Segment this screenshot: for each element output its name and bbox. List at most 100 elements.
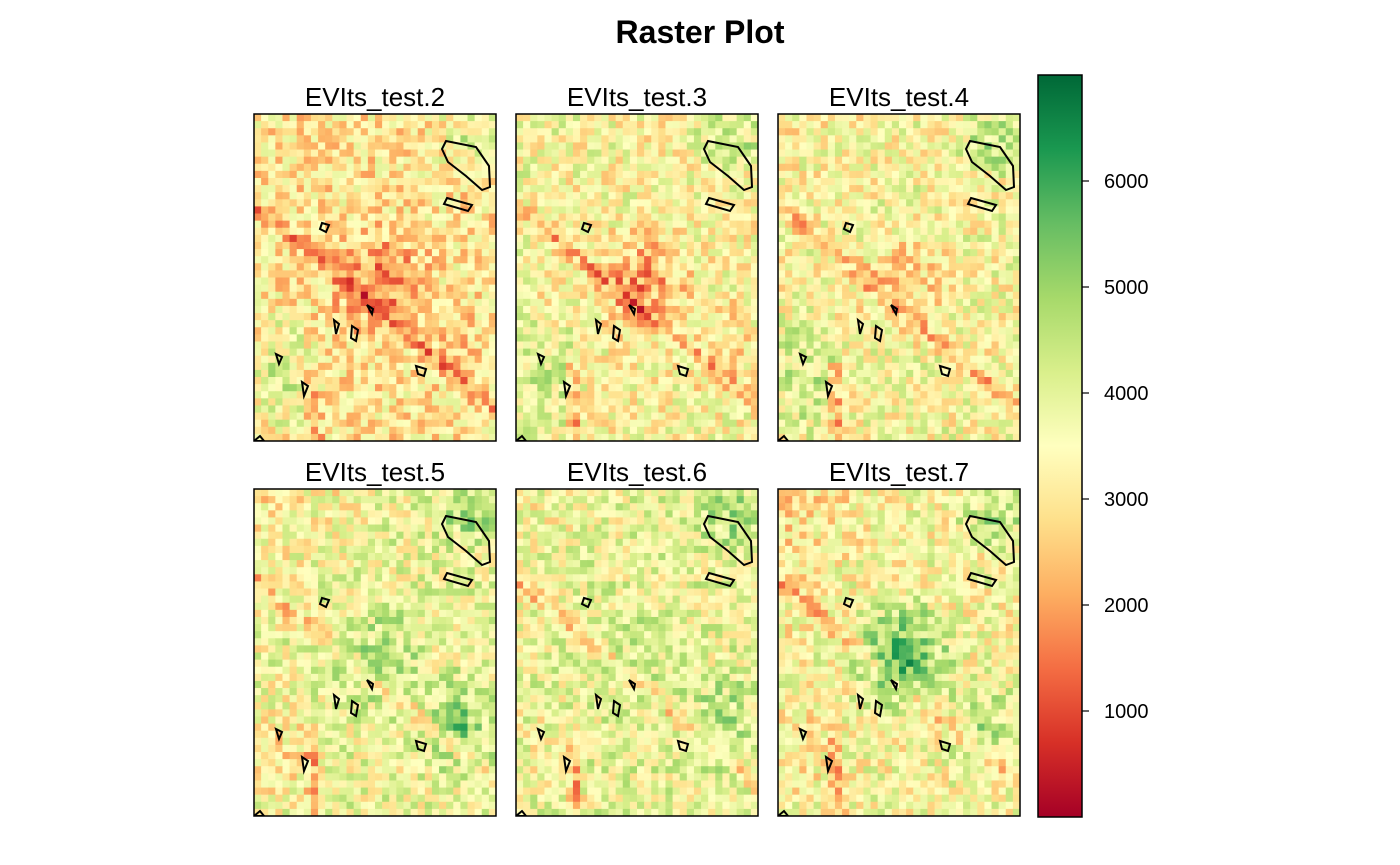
raster-cell: [410, 128, 419, 136]
raster-cell: [325, 270, 333, 279]
raster-cell: [551, 284, 560, 293]
boundary-polygon: [628, 304, 637, 317]
raster-cell: [827, 163, 836, 172]
raster-cell: [537, 128, 546, 136]
raster-cell: [679, 156, 688, 165]
raster-cell: [729, 369, 738, 378]
raster-cell: [594, 284, 603, 293]
raster-cell: [998, 320, 1007, 328]
raster-cell: [729, 220, 738, 229]
raster-cell: [332, 362, 341, 371]
raster-cell: [417, 341, 426, 350]
raster-cell: [906, 220, 914, 229]
raster-cell: [268, 524, 276, 533]
raster-cell: [346, 426, 355, 435]
raster-cell: [403, 185, 412, 193]
raster-cell: [834, 355, 843, 364]
raster-cell: [325, 419, 333, 428]
raster-cell: [977, 284, 986, 293]
raster-cell: [722, 327, 731, 335]
raster-cell: [920, 313, 929, 321]
raster-cell: [827, 419, 836, 428]
raster-cell: [516, 249, 524, 257]
raster-cell: [637, 121, 645, 129]
raster-cell: [984, 298, 993, 307]
raster-cell: [572, 398, 581, 407]
raster-cell: [722, 284, 731, 293]
raster-cell: [637, 170, 645, 179]
raster-cell: [799, 206, 808, 215]
raster-cell: [658, 192, 667, 200]
raster-cell: [431, 156, 440, 165]
raster-cell: [325, 256, 333, 264]
raster-cell: [644, 369, 652, 378]
raster-cell: [792, 291, 800, 300]
raster-cell: [615, 177, 624, 186]
raster-cell: [544, 341, 553, 350]
raster-cell: [367, 128, 376, 136]
raster-cell: [820, 305, 829, 314]
raster-cell: [474, 433, 483, 441]
raster-cell: [382, 348, 390, 357]
raster-cell: [813, 249, 822, 257]
raster-cell: [439, 377, 447, 385]
raster-cell: [467, 192, 476, 200]
raster-cell: [367, 263, 376, 271]
raster-cell: [686, 305, 695, 314]
raster-cell: [644, 213, 652, 222]
raster-cell: [587, 355, 595, 364]
raster-cell: [254, 128, 262, 136]
raster-cell: [367, 384, 376, 392]
raster-cell: [382, 135, 390, 144]
raster-cell: [863, 234, 872, 243]
raster-cell: [389, 538, 397, 547]
raster-cell: [941, 199, 950, 208]
raster-cell: [481, 114, 490, 122]
raster-cell: [516, 355, 524, 364]
raster-cell: [282, 503, 291, 511]
raster-cell: [530, 291, 538, 300]
raster-cell: [870, 135, 879, 144]
raster-cell: [686, 426, 695, 435]
raster-cell: [410, 391, 419, 399]
raster-cell: [827, 277, 836, 286]
raster-cell: [310, 362, 319, 371]
raster-cell: [474, 362, 483, 371]
raster-cell: [644, 249, 652, 257]
raster-cell: [396, 419, 405, 428]
raster-cell: [984, 405, 993, 414]
raster-cell: [282, 391, 291, 399]
raster-cell: [424, 270, 433, 279]
raster-cell: [289, 135, 298, 144]
raster-cell: [410, 503, 419, 511]
raster-cell: [834, 398, 843, 407]
raster-cell: [537, 114, 546, 122]
raster-cell: [367, 220, 376, 229]
raster-cell: [906, 384, 914, 392]
raster-cell: [389, 384, 397, 392]
raster-cell: [622, 398, 631, 407]
raster-cell: [580, 213, 588, 222]
raster-cell: [906, 313, 914, 321]
raster-cell: [346, 305, 355, 314]
raster-cell: [977, 348, 986, 357]
raster-cell: [410, 355, 419, 364]
raster-cell: [693, 163, 702, 172]
raster-cell: [460, 305, 469, 314]
raster-cell: [389, 277, 397, 286]
raster-cell: [481, 249, 490, 257]
raster-cell: [665, 270, 674, 279]
raster-cell: [998, 192, 1007, 200]
raster-cell: [516, 263, 524, 271]
raster-cell: [722, 291, 731, 300]
raster-cell: [963, 256, 971, 264]
raster-cell: [870, 213, 879, 222]
raster-cell: [913, 284, 921, 293]
raster-cell: [665, 149, 674, 158]
raster-cell: [424, 213, 433, 222]
raster-cell: [927, 114, 936, 122]
raster-cell: [282, 277, 291, 286]
raster-cell: [998, 241, 1007, 250]
raster-cell: [963, 341, 971, 350]
raster-cell: [580, 121, 588, 129]
